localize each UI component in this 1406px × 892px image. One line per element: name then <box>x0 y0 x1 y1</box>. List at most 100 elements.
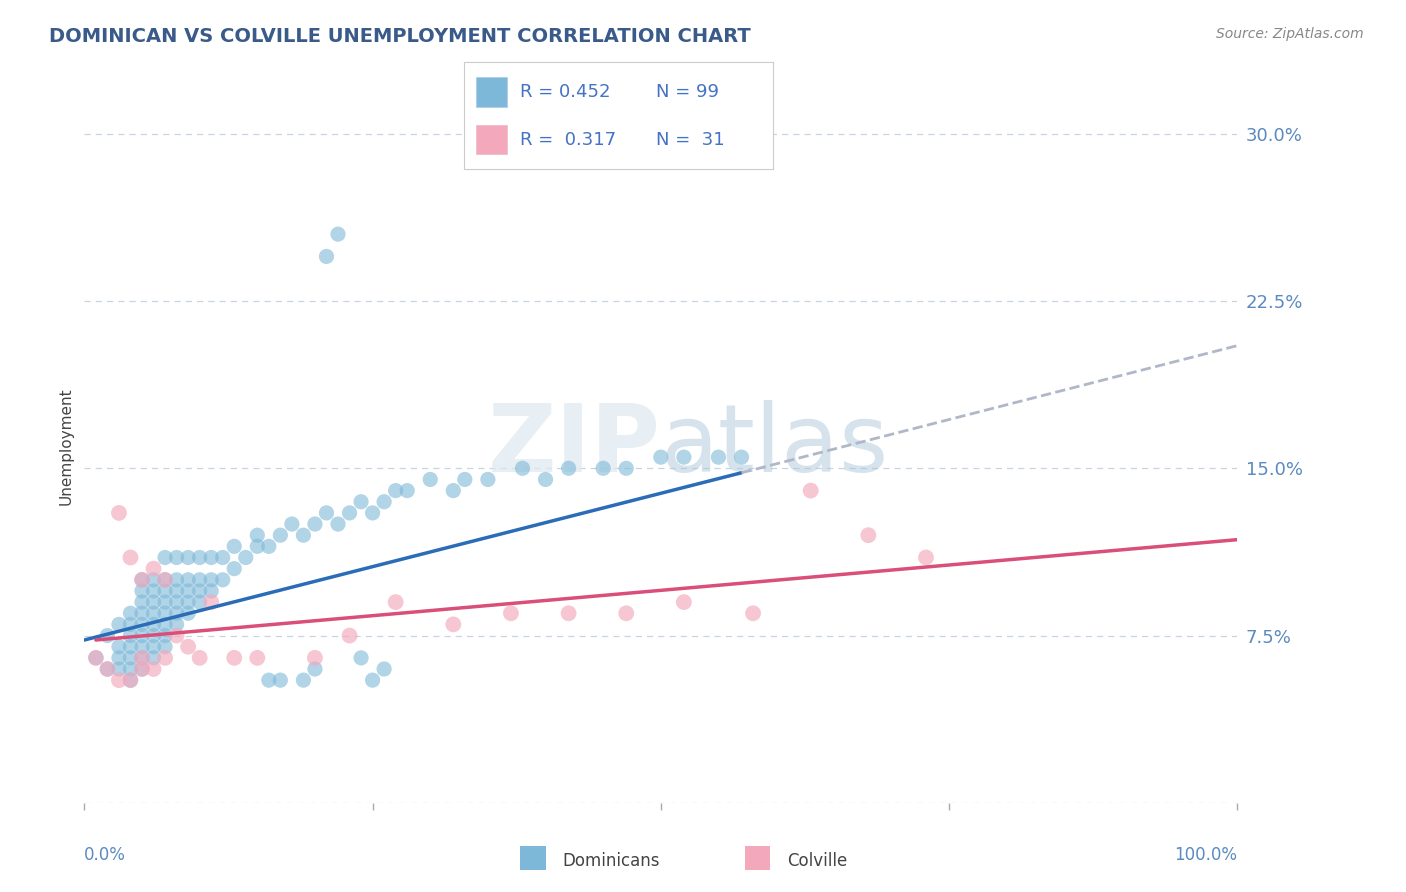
Point <box>534 473 557 487</box>
Text: N = 99: N = 99 <box>655 84 718 102</box>
Point <box>142 562 165 576</box>
Point <box>120 673 142 687</box>
Point <box>350 651 373 665</box>
Point <box>142 651 165 665</box>
Point <box>153 640 176 654</box>
Point <box>361 506 384 520</box>
Point <box>200 573 222 587</box>
Point <box>96 662 118 676</box>
Point <box>142 662 165 676</box>
Point <box>166 628 188 642</box>
Point <box>339 506 361 520</box>
Point <box>730 450 752 464</box>
Point <box>224 651 246 665</box>
Point <box>326 516 349 531</box>
Point <box>120 640 142 654</box>
Point <box>108 673 131 687</box>
Point <box>108 617 131 632</box>
Point <box>131 617 153 632</box>
Point <box>188 550 211 565</box>
Point <box>373 494 395 508</box>
Point <box>131 595 153 609</box>
Point <box>142 607 165 621</box>
Point <box>614 461 637 475</box>
Point <box>108 506 131 520</box>
Y-axis label: Unemployment: Unemployment <box>58 387 73 505</box>
Bar <box>477 78 508 107</box>
Point <box>131 662 153 676</box>
Point <box>131 651 153 665</box>
Point <box>650 450 672 464</box>
Point <box>257 673 280 687</box>
Point <box>188 573 211 587</box>
Point <box>304 662 326 676</box>
Point <box>108 662 131 676</box>
Point <box>131 640 153 654</box>
Point <box>153 617 176 632</box>
Point <box>166 583 188 598</box>
Point <box>131 662 153 676</box>
Point <box>315 506 337 520</box>
Point <box>166 550 188 565</box>
Point <box>419 473 441 487</box>
Bar <box>477 125 508 154</box>
Point <box>84 651 107 665</box>
Point <box>246 528 269 542</box>
Point <box>477 473 499 487</box>
Text: Dominicans: Dominicans <box>562 852 659 870</box>
Point <box>672 450 695 464</box>
Point <box>281 516 304 531</box>
Point <box>224 539 246 553</box>
Point <box>915 550 938 565</box>
Point <box>188 651 211 665</box>
Point <box>142 628 165 642</box>
Text: ZIP: ZIP <box>488 400 661 492</box>
Point <box>384 483 406 498</box>
Point <box>315 249 337 264</box>
Point <box>235 550 257 565</box>
Point <box>454 473 477 487</box>
Point <box>592 461 614 475</box>
Point <box>177 550 200 565</box>
Point <box>131 583 153 598</box>
Point <box>350 494 373 508</box>
Point <box>614 607 637 621</box>
Point <box>384 595 406 609</box>
Point <box>224 562 246 576</box>
Point <box>246 539 269 553</box>
Text: atlas: atlas <box>661 400 889 492</box>
Point <box>120 662 142 676</box>
Point <box>200 595 222 609</box>
Point <box>84 651 107 665</box>
Point <box>326 227 349 241</box>
Point <box>177 595 200 609</box>
Point <box>120 628 142 642</box>
Point <box>858 528 880 542</box>
Point <box>142 595 165 609</box>
Point <box>269 528 291 542</box>
Point <box>120 550 142 565</box>
Point <box>742 607 765 621</box>
Point <box>292 673 315 687</box>
Point <box>166 607 188 621</box>
Point <box>373 662 395 676</box>
Point <box>269 673 291 687</box>
Point <box>153 651 176 665</box>
Point <box>200 550 222 565</box>
Point <box>131 651 153 665</box>
Point <box>120 651 142 665</box>
Point <box>142 583 165 598</box>
Text: DOMINICAN VS COLVILLE UNEMPLOYMENT CORRELATION CHART: DOMINICAN VS COLVILLE UNEMPLOYMENT CORRE… <box>49 27 751 45</box>
Point <box>153 583 176 598</box>
Point <box>246 651 269 665</box>
Text: Colville: Colville <box>787 852 848 870</box>
Point <box>339 628 361 642</box>
Point <box>131 573 153 587</box>
Point <box>512 461 534 475</box>
Point <box>211 550 233 565</box>
Point <box>557 607 579 621</box>
Text: 0.0%: 0.0% <box>84 846 127 863</box>
Point <box>131 628 153 642</box>
Point <box>166 617 188 632</box>
Point <box>131 573 153 587</box>
